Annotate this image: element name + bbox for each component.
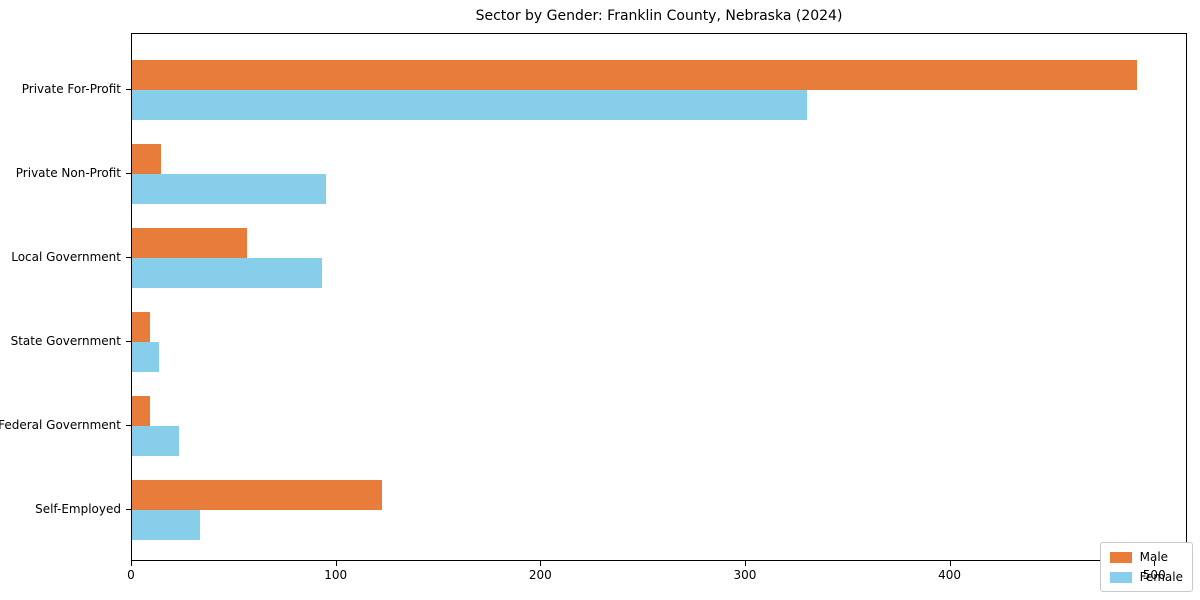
y-tick-mark: [126, 341, 131, 342]
y-tick-label: Federal Government: [0, 418, 121, 432]
y-tick-mark: [126, 425, 131, 426]
female-bar: [132, 258, 323, 288]
y-tick-label: State Government: [10, 334, 121, 348]
female-swatch-icon: [1109, 571, 1132, 583]
y-tick-label: Private Non-Profit: [15, 166, 121, 180]
x-tick-label: 200: [528, 568, 552, 582]
x-tick-mark: [1154, 561, 1156, 566]
female-bar: [132, 426, 180, 456]
y-tick-label: Private For-Profit: [21, 82, 121, 96]
x-tick-mark: [131, 561, 132, 566]
x-tick-label: 500: [1142, 568, 1166, 582]
male-bar: [132, 396, 151, 426]
y-tick-mark: [126, 89, 131, 90]
plot-area: [131, 33, 1187, 561]
x-tick-mark: [540, 561, 542, 566]
male-swatch-icon: [1109, 551, 1132, 563]
legend-male-label: Male: [1139, 550, 1169, 564]
x-tick-label: 300: [733, 568, 757, 582]
male-bar: [132, 312, 151, 342]
legend-item-female: Female: [1109, 570, 1183, 584]
legend: Male Female: [1099, 542, 1193, 592]
x-tick-label: 100: [324, 568, 348, 582]
y-tick-label: Self-Employed: [35, 502, 121, 516]
female-bar: [132, 90, 808, 120]
x-tick-mark: [949, 561, 951, 566]
male-bar: [132, 144, 161, 174]
male-bar: [132, 60, 1137, 90]
x-tick-label: 400: [938, 568, 962, 582]
x-tick-mark: [335, 561, 337, 566]
female-bar: [132, 342, 159, 372]
male-bar: [132, 480, 382, 510]
x-tick-mark: [744, 561, 746, 566]
x-tick-label: 0: [127, 568, 135, 582]
y-tick-label: Local Government: [11, 250, 121, 264]
y-tick-mark: [126, 257, 131, 258]
male-bar: [132, 228, 247, 258]
legend-female-label: Female: [1139, 570, 1183, 584]
female-bar: [132, 174, 327, 204]
y-tick-mark: [126, 173, 131, 174]
y-tick-mark: [126, 509, 131, 510]
chart-title: Sector by Gender: Franklin County, Nebra…: [475, 8, 843, 24]
female-bar: [132, 510, 200, 540]
legend-item-male: Male: [1109, 550, 1183, 564]
